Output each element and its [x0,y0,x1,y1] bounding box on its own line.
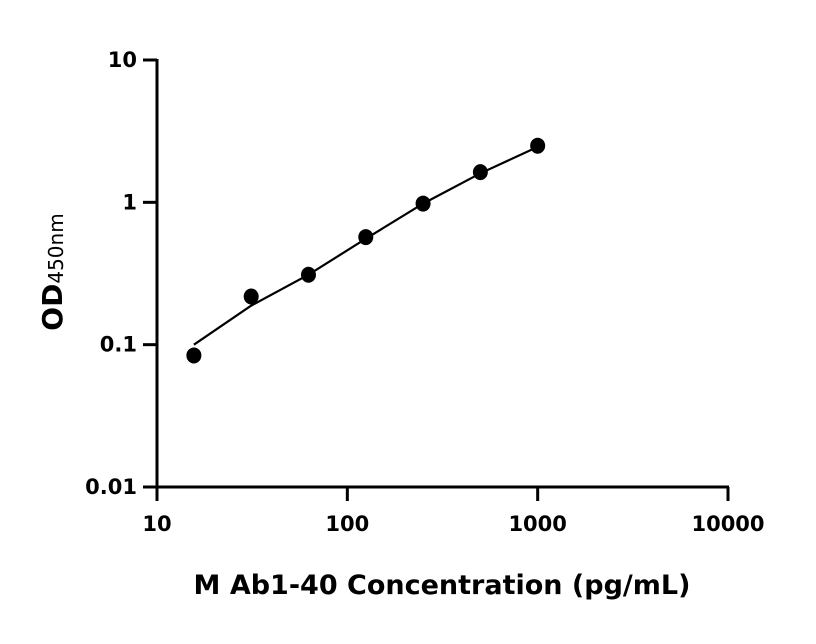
data-point [358,229,374,246]
x-axis-label: M Ab1-40 Concentration (pg/mL) [194,570,691,601]
y-axis-label: OD450nm [36,213,69,330]
y-axis-label-subscript: 450nm [44,213,68,283]
y-tick-label: 0.01 [85,475,137,499]
x-tick-label: 1000 [508,512,566,536]
data-point [472,164,488,181]
data-point [186,347,202,364]
y-tick-label: 1 [122,190,137,214]
ticks: 0.01 0.1 1 10 10 100 1000 10000 [85,48,764,536]
data-point [243,288,259,305]
y-tick-label: 0.1 [100,333,137,357]
data-point [530,137,546,154]
x-tick-label: 10 [142,512,171,536]
x-tick-label: 100 [325,512,369,536]
axes [155,59,729,489]
y-tick-label: 10 [108,48,137,72]
data-points [186,137,546,364]
data-point [415,195,431,212]
y-axis-label-main: OD [36,284,69,331]
x-tick-label: 10000 [691,512,764,536]
data-point [300,266,316,283]
